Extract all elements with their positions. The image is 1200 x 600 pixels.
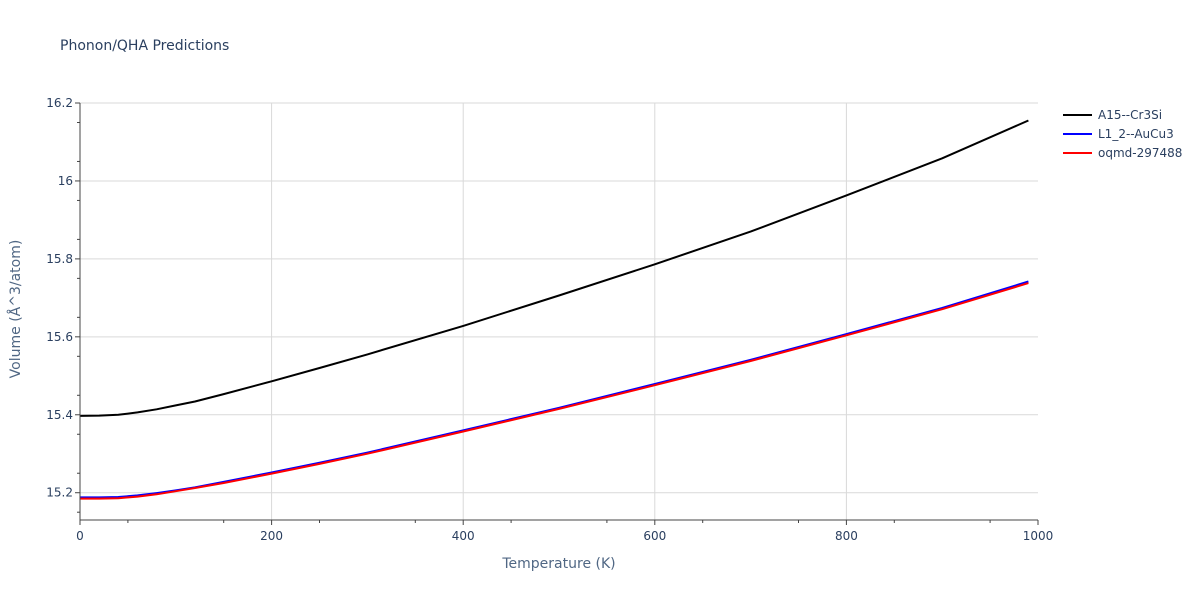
y-axis-label: Volume (Å^3/atom) xyxy=(7,240,24,379)
x-axis-label: Temperature (K) xyxy=(501,556,615,572)
x-tick-label: 600 xyxy=(643,529,666,543)
axes: 0 200 400 600 800 1000 15.2 15.4 15.6 15.8 16 16.2 xyxy=(46,96,1053,543)
chart-title: Phonon/QHA Predictions xyxy=(60,38,229,54)
x-tick-label: 400 xyxy=(452,529,475,543)
y-tick-label: 16.2 xyxy=(46,96,73,110)
grid xyxy=(80,102,1038,520)
x-tick-label: 800 xyxy=(835,529,858,543)
y-tick-label: 16 xyxy=(58,174,73,188)
x-tick-label: 200 xyxy=(260,529,283,543)
x-tick-label: 1000 xyxy=(1023,529,1054,543)
legend-label-0: A15--Cr3Si xyxy=(1098,108,1162,122)
legend-label-2: oqmd-297488 xyxy=(1098,146,1182,160)
legend-label-1: L1_2--AuCu3 xyxy=(1098,127,1174,141)
y-tick-label: 15.6 xyxy=(46,330,73,344)
series-line-1 xyxy=(80,280,1029,499)
plot-area xyxy=(79,119,1029,500)
series-line-2 xyxy=(80,282,1029,500)
legend: A15--Cr3Si L1_2--AuCu3 oqmd-297488 xyxy=(1063,108,1182,160)
series-line-0 xyxy=(79,119,1029,417)
y-tick-label: 15.2 xyxy=(46,486,73,500)
y-tick-label: 15.4 xyxy=(46,408,73,422)
x-tick-label: 0 xyxy=(76,529,84,543)
y-tick-label: 15.8 xyxy=(46,252,73,266)
